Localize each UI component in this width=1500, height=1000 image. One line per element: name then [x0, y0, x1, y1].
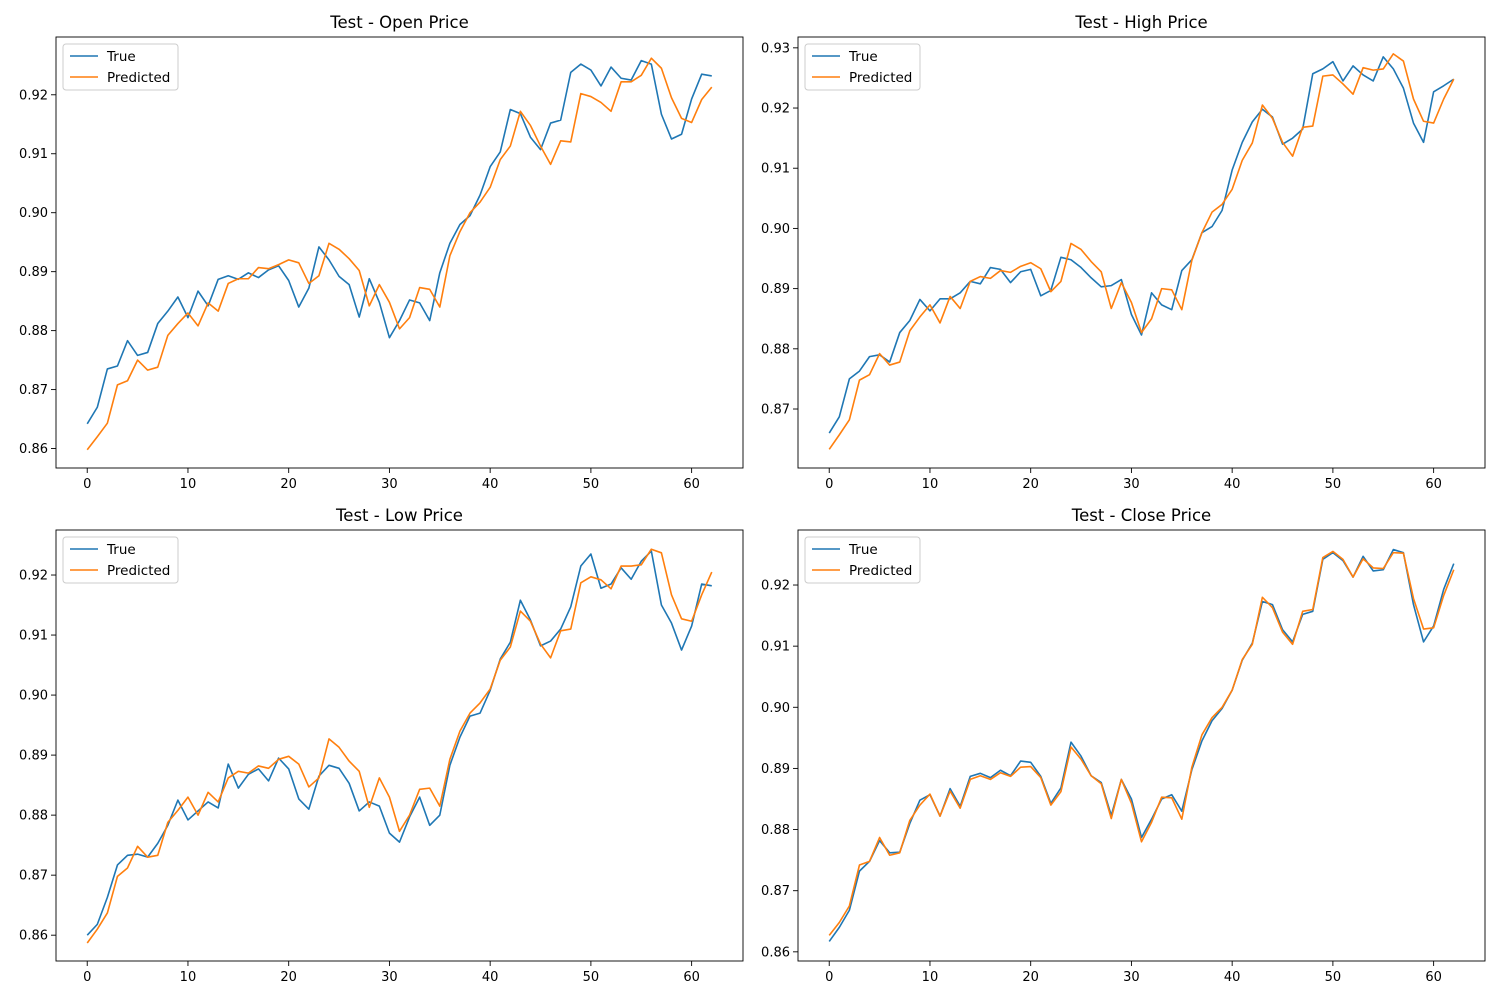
legend-label: True — [848, 542, 878, 558]
x-tick-label: 30 — [381, 970, 398, 985]
y-tick-label: 0.86 — [19, 929, 48, 944]
legend: True Predicted — [62, 43, 179, 91]
subplot-2: Test - High Price 0 10 20 30 40 50 60 0.87 0.88 0.… — [761, 13, 1486, 492]
legend-label: Predicted — [107, 70, 170, 86]
legend: True Predicted — [804, 536, 921, 584]
axes-frame — [55, 529, 744, 962]
legend-label: Predicted — [849, 563, 912, 579]
y-tick-label: 0.91 — [761, 640, 790, 655]
x-tick-label: 0 — [825, 970, 833, 985]
y-tick-label: 0.88 — [761, 823, 790, 838]
y-tick-label: 0.93 — [761, 41, 790, 56]
chart-title: Test - Close Price — [1071, 506, 1211, 525]
x-tick-label: 30 — [381, 477, 398, 492]
x-tick-label: 60 — [683, 477, 700, 492]
x-tick-label: 10 — [180, 970, 197, 985]
y-tick-label: 0.90 — [761, 701, 790, 716]
x-tick-label: 10 — [922, 477, 939, 492]
series-line-predicted — [828, 53, 1455, 450]
x-tick-label: 20 — [280, 970, 297, 985]
legend-label: True — [106, 542, 136, 558]
series-line-predicted — [86, 57, 713, 451]
axes-frame — [55, 36, 744, 469]
series-line-predicted — [86, 548, 713, 944]
y-tick-label: 0.91 — [19, 147, 48, 162]
y-tick-label: 0.89 — [19, 749, 48, 764]
y-tick-label: 0.90 — [19, 689, 48, 704]
series-line-true — [86, 59, 712, 425]
x-tick-label: 40 — [1224, 970, 1241, 985]
y-tick-label: 0.90 — [19, 206, 48, 221]
y-tick-label: 0.88 — [19, 809, 48, 824]
x-tick-label: 30 — [1123, 477, 1140, 492]
x-tick-label: 20 — [280, 477, 297, 492]
series-line-predicted — [828, 550, 1455, 936]
legend-label: Predicted — [107, 563, 170, 579]
y-tick-label: 0.89 — [761, 282, 790, 297]
x-tick-label: 60 — [683, 970, 700, 985]
x-tick-label: 50 — [1325, 970, 1342, 985]
legend-label: True — [848, 49, 878, 65]
y-tick-label: 0.88 — [19, 324, 48, 339]
x-tick-label: 10 — [922, 970, 939, 985]
x-tick-label: 50 — [1325, 477, 1342, 492]
y-tick-label: 0.89 — [19, 265, 48, 280]
subplot-1: Test - Open Price 0 10 20 30 40 50 60 0.86 0.87 0.… — [19, 13, 744, 492]
y-tick-label: 0.90 — [761, 222, 790, 237]
x-tick-label: 40 — [482, 477, 499, 492]
y-tick-label: 0.87 — [761, 884, 790, 899]
x-tick-label: 50 — [583, 477, 600, 492]
x-tick-label: 0 — [825, 477, 833, 492]
chart-title: Test - High Price — [1074, 13, 1207, 32]
y-tick-label: 0.92 — [19, 569, 48, 584]
y-tick-label: 0.92 — [761, 102, 790, 117]
y-tick-label: 0.87 — [19, 869, 48, 884]
x-tick-label: 40 — [1224, 477, 1241, 492]
y-tick-label: 0.91 — [19, 629, 48, 644]
subplot-4: Test - Close Price 0 10 20 30 40 50 60 0.86 0.87 0… — [761, 506, 1486, 985]
y-tick-label: 0.92 — [761, 579, 790, 594]
x-tick-label: 60 — [1425, 477, 1442, 492]
x-tick-label: 50 — [583, 970, 600, 985]
chart-title: Test - Low Price — [335, 506, 463, 525]
y-tick-label: 0.89 — [761, 762, 790, 777]
y-tick-label: 0.92 — [19, 88, 48, 103]
series-line-true — [828, 548, 1455, 942]
y-tick-label: 0.88 — [761, 342, 790, 357]
y-tick-label: 0.87 — [761, 403, 790, 418]
chart-title: Test - Open Price — [329, 13, 469, 32]
y-tick-label: 0.87 — [19, 383, 48, 398]
x-tick-label: 30 — [1123, 970, 1140, 985]
y-tick-label: 0.86 — [19, 442, 48, 457]
subplot-3: Test - Low Price 0 10 20 30 40 50 60 0.86 0.87 0.8… — [19, 506, 744, 985]
y-tick-label: 0.91 — [761, 162, 790, 177]
x-tick-label: 40 — [482, 970, 499, 985]
legend-label: True — [106, 49, 136, 65]
legend: True Predicted — [62, 536, 179, 584]
axes-frame — [797, 36, 1486, 469]
series-line-true — [86, 550, 712, 936]
axes-frame — [797, 529, 1486, 962]
x-tick-label: 0 — [83, 477, 91, 492]
legend: True Predicted — [804, 43, 921, 91]
y-tick-label: 0.86 — [761, 945, 790, 960]
x-tick-label: 0 — [83, 970, 91, 985]
x-tick-label: 20 — [1022, 477, 1039, 492]
x-tick-label: 60 — [1425, 970, 1442, 985]
x-tick-label: 20 — [1022, 970, 1039, 985]
x-tick-label: 10 — [180, 477, 197, 492]
legend-label: Predicted — [849, 70, 912, 86]
series-line-true — [828, 56, 1455, 434]
